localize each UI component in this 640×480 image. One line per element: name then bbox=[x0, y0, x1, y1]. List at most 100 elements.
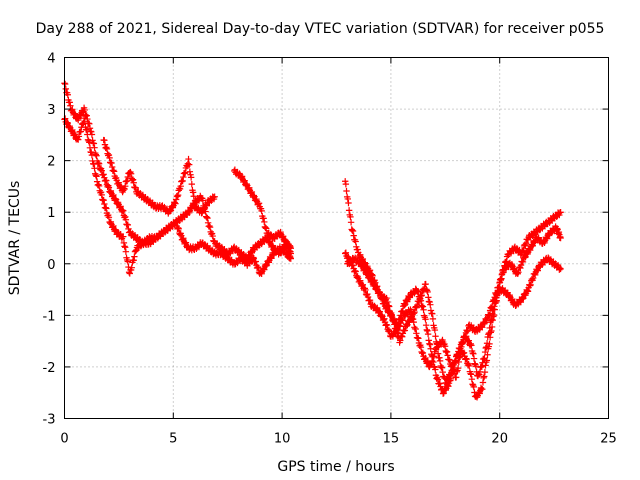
data-point bbox=[181, 170, 188, 177]
data-point bbox=[83, 126, 90, 134]
data-point bbox=[391, 321, 398, 328]
data-point bbox=[86, 144, 94, 152]
data-point bbox=[428, 357, 436, 365]
data-point bbox=[420, 306, 427, 314]
data-point bbox=[423, 287, 431, 294]
data-point bbox=[104, 183, 111, 191]
data-point bbox=[390, 317, 397, 325]
data-point bbox=[430, 353, 437, 361]
data-point bbox=[90, 160, 98, 168]
data-point bbox=[248, 188, 256, 196]
data-point bbox=[433, 375, 440, 382]
data-point bbox=[342, 249, 350, 256]
data-point bbox=[422, 321, 430, 329]
data-point bbox=[108, 163, 116, 171]
data-point bbox=[98, 167, 105, 174]
data-point bbox=[206, 223, 214, 231]
chart-title: Day 288 of 2021, Sidereal Day-to-day VTE… bbox=[36, 21, 605, 37]
data-point bbox=[88, 151, 96, 159]
data-point bbox=[120, 239, 128, 247]
data-point bbox=[519, 248, 526, 255]
data-point bbox=[132, 184, 139, 191]
data-point bbox=[423, 326, 431, 334]
data-point bbox=[434, 343, 441, 351]
data-point bbox=[453, 352, 460, 360]
data-point bbox=[479, 385, 486, 393]
data-point bbox=[124, 258, 132, 265]
data-point bbox=[419, 303, 427, 310]
data-point bbox=[495, 284, 503, 291]
data-point bbox=[425, 337, 432, 344]
data-point bbox=[122, 178, 130, 185]
data-point bbox=[424, 330, 432, 338]
data-point bbox=[121, 243, 128, 250]
x-tick-labels: 0 5 10 15 20 25 bbox=[60, 432, 616, 447]
data-point bbox=[241, 177, 248, 184]
data-point bbox=[481, 355, 488, 362]
data-point bbox=[351, 267, 359, 275]
data-point bbox=[481, 320, 488, 328]
data-point bbox=[190, 193, 197, 200]
data-point bbox=[467, 340, 474, 348]
data-point bbox=[426, 362, 434, 369]
data-point bbox=[526, 282, 534, 289]
data-point bbox=[84, 131, 91, 138]
data-point bbox=[483, 340, 491, 347]
data-point bbox=[500, 269, 507, 276]
data-point bbox=[359, 255, 367, 263]
data-point bbox=[90, 140, 98, 147]
y-axis-label: SDTVAR / TECUs bbox=[7, 181, 23, 296]
data-point bbox=[439, 368, 446, 376]
data-point bbox=[399, 333, 406, 340]
data-point bbox=[98, 191, 105, 199]
data-point bbox=[365, 274, 373, 282]
data-point bbox=[176, 185, 184, 193]
data-point bbox=[89, 157, 96, 165]
data-point bbox=[180, 173, 187, 181]
data-point bbox=[263, 225, 270, 232]
data-point bbox=[449, 367, 456, 374]
data-point bbox=[342, 178, 349, 185]
data-point bbox=[524, 287, 531, 294]
data-point bbox=[489, 310, 496, 317]
data-point bbox=[543, 235, 551, 242]
data-point bbox=[167, 207, 174, 215]
data-point bbox=[424, 327, 431, 335]
data-point bbox=[281, 236, 289, 244]
data-point bbox=[414, 301, 421, 309]
data-point bbox=[363, 269, 371, 277]
data-point bbox=[250, 255, 258, 262]
data-point bbox=[399, 316, 406, 324]
data-point bbox=[261, 266, 268, 273]
data-point bbox=[433, 340, 441, 347]
data-point bbox=[522, 240, 530, 247]
data-point bbox=[521, 241, 528, 248]
data-point bbox=[115, 179, 122, 186]
data-point bbox=[262, 224, 269, 232]
data-point bbox=[245, 185, 252, 193]
data-point bbox=[417, 292, 425, 300]
y-tick-label: 0 bbox=[47, 258, 55, 273]
data-point bbox=[268, 255, 275, 262]
data-point bbox=[179, 177, 186, 185]
grid bbox=[64, 57, 609, 419]
data-point bbox=[252, 258, 259, 265]
data-point bbox=[86, 120, 93, 128]
data-point bbox=[176, 231, 184, 238]
data-point bbox=[481, 373, 488, 380]
data-point bbox=[419, 349, 427, 357]
data-point bbox=[454, 364, 462, 372]
data-point bbox=[112, 195, 119, 202]
data-point bbox=[86, 139, 93, 146]
data-point bbox=[385, 328, 392, 335]
data-point bbox=[110, 191, 117, 199]
data-point bbox=[175, 225, 182, 232]
data-point bbox=[211, 193, 218, 200]
data-point bbox=[415, 298, 423, 305]
data-point bbox=[403, 296, 410, 304]
data-point bbox=[61, 115, 69, 122]
data-point bbox=[92, 172, 100, 179]
data-point bbox=[357, 277, 364, 284]
data-point bbox=[396, 323, 404, 330]
data-point bbox=[122, 244, 129, 251]
